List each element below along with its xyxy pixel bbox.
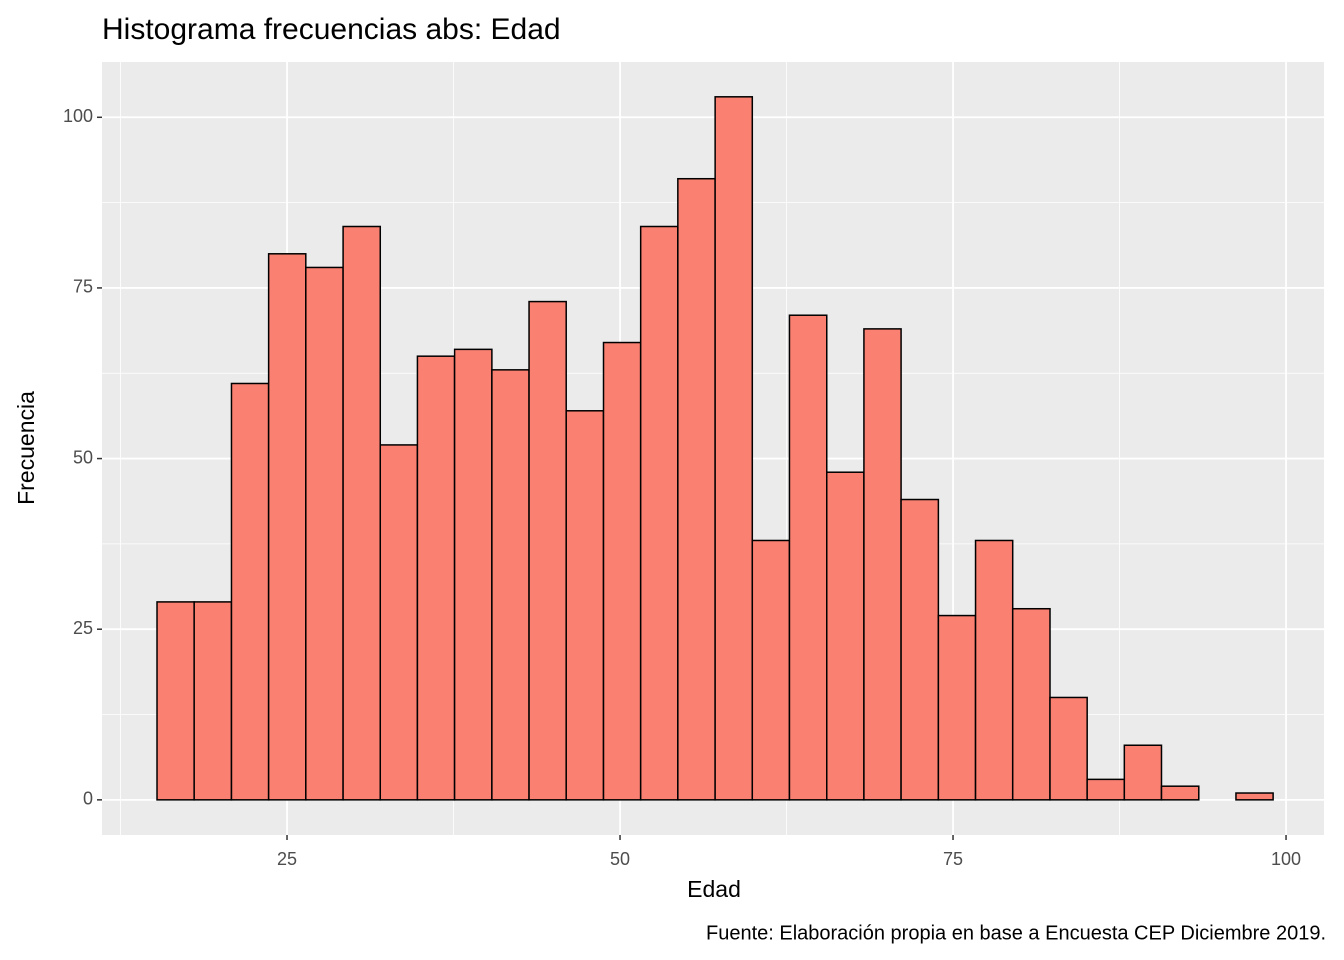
- x-tick-label: 75: [943, 849, 963, 869]
- bar: [1011, 607, 1051, 801]
- bar: [900, 498, 940, 801]
- bar: [1086, 778, 1126, 801]
- bar: [1049, 696, 1088, 801]
- bar: [453, 348, 493, 801]
- bar: [639, 225, 679, 801]
- y-axis-label: Frecuencia: [13, 391, 39, 505]
- x-tick-label: 25: [277, 849, 297, 869]
- bar: [491, 369, 530, 801]
- bar: [826, 471, 865, 801]
- bar: [788, 314, 828, 801]
- bar: [863, 328, 902, 801]
- bar: [974, 539, 1014, 801]
- bar: [193, 601, 233, 801]
- y-tick-label: 50: [73, 447, 93, 467]
- bar: [751, 539, 791, 801]
- bar: [305, 266, 344, 801]
- bar: [937, 614, 977, 801]
- bar: [379, 444, 419, 801]
- y-tick-label: 100: [63, 106, 93, 126]
- caption: Fuente: Elaboración propia en base a Enc…: [706, 922, 1326, 944]
- bar: [677, 177, 716, 801]
- y-tick-label: 0: [83, 789, 93, 809]
- bar: [565, 410, 605, 801]
- x-tick-label: 100: [1271, 849, 1301, 869]
- x-axis-label: Edad: [687, 876, 741, 902]
- bar: [342, 225, 382, 801]
- chart-title: Histograma frecuencias abs: Edad: [102, 13, 561, 46]
- bar: [714, 96, 754, 801]
- bar: [528, 300, 567, 801]
- bar: [1160, 785, 1200, 801]
- bar: [156, 601, 195, 801]
- bar: [416, 355, 456, 801]
- bar: [602, 341, 642, 801]
- bar: [230, 382, 270, 801]
- y-tick-label: 75: [73, 277, 93, 297]
- x-tick-label: 50: [610, 849, 630, 869]
- bar: [267, 253, 307, 801]
- bar: [1123, 744, 1163, 801]
- bar: [1235, 792, 1274, 801]
- y-tick-label: 25: [73, 618, 93, 638]
